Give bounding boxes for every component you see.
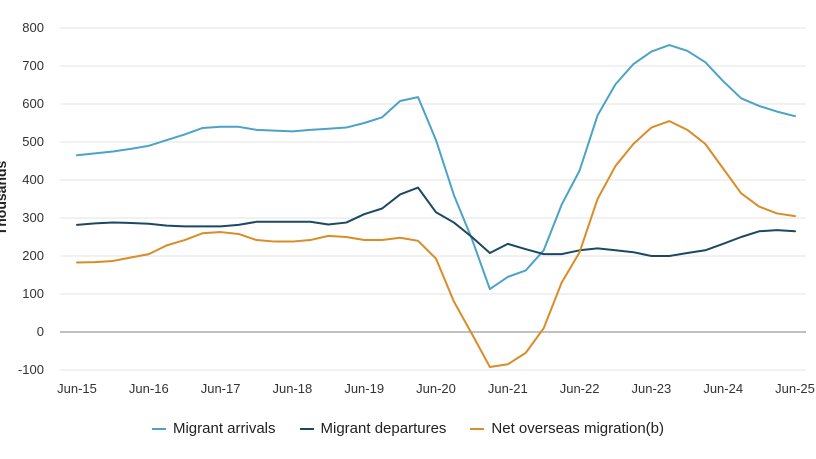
y-tick-label: 700 (22, 58, 44, 73)
y-tick-label: 500 (22, 134, 44, 149)
legend: Migrant arrivals Migrant departures Net … (0, 420, 816, 437)
x-tick-label: Jun-19 (344, 381, 384, 396)
x-tick-label: Jun-20 (416, 381, 456, 396)
x-tick-label: Jun-25 (775, 381, 815, 396)
y-tick-label: 800 (22, 20, 44, 35)
legend-item-arrivals: Migrant arrivals (151, 420, 276, 437)
y-tick-label: 0 (37, 324, 44, 339)
y-axis-label: Thousands (0, 160, 9, 235)
series-line-2 (76, 120, 796, 368)
x-tick-label: Jun-17 (201, 381, 241, 396)
y-tick-label: 100 (22, 286, 44, 301)
y-tick-label: 400 (22, 172, 44, 187)
x-tick-label: Jun-18 (273, 381, 313, 396)
legend-swatch-departures (299, 427, 314, 430)
legend-item-departures: Migrant departures (299, 420, 447, 437)
y-tick-label: 300 (22, 210, 44, 225)
x-tick-label: Jun-15 (57, 381, 97, 396)
y-tick-label: -100 (18, 362, 44, 377)
x-tick-label: Jun-23 (632, 381, 672, 396)
series-line-1 (76, 186, 796, 257)
legend-swatch-arrivals (151, 427, 166, 430)
legend-swatch-net (470, 427, 485, 430)
x-tick-label: Jun-24 (703, 381, 743, 396)
legend-label-net: Net overseas migration(b) (491, 420, 664, 437)
x-tick-label: Jun-16 (129, 381, 169, 396)
series-line-0 (76, 44, 796, 291)
x-tick-label: Jun-21 (488, 381, 528, 396)
y-tick-label: 200 (22, 248, 44, 263)
legend-label-departures: Migrant departures (320, 420, 447, 437)
legend-label-arrivals: Migrant arrivals (172, 420, 276, 437)
x-tick-label: Jun-22 (560, 381, 600, 396)
y-tick-label: 600 (22, 96, 44, 111)
legend-item-net: Net overseas migration(b) (470, 420, 664, 437)
